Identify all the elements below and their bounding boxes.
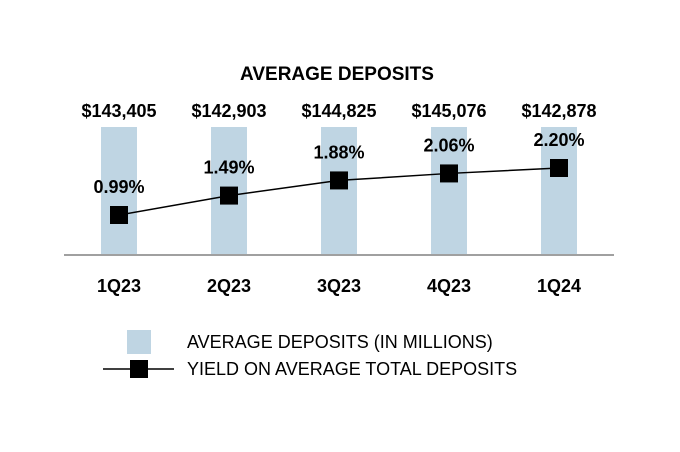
x-tick-label: 3Q23: [317, 276, 361, 296]
x-tick-label: 4Q23: [427, 276, 471, 296]
yield-value-label: 1.88%: [313, 142, 364, 162]
legend-line-label: YIELD ON AVERAGE TOTAL DEPOSITS: [187, 359, 517, 379]
deposit-value-label: $143,405: [81, 101, 156, 121]
deposit-bar-1Q24: [541, 127, 577, 254]
deposit-value-label: $142,903: [191, 101, 266, 121]
yield-value-label: 2.20%: [533, 130, 584, 150]
legend-bar-label: AVERAGE DEPOSITS (IN MILLIONS): [187, 332, 493, 352]
deposit-bar-4Q23: [431, 127, 467, 254]
deposit-value-label: $142,878: [521, 101, 596, 121]
chart-title: AVERAGE DEPOSITS: [240, 64, 434, 85]
deposit-value-label: $144,825: [301, 101, 376, 121]
deposit-bar-1Q23: [101, 127, 137, 254]
yield-value-label: 0.99%: [93, 177, 144, 197]
yield-marker-2Q23: [220, 186, 238, 205]
deposit-bar-3Q23: [321, 127, 357, 254]
labels-layer: $143,405 $142,903 $144,825 $145,076 $142,878…: [81, 101, 596, 197]
x-tick-label: 2Q23: [207, 276, 251, 296]
yield-marker-3Q23: [330, 171, 348, 190]
yield-value-label: 1.49%: [203, 158, 254, 178]
x-tick-labels: 1Q23 2Q23 3Q23 4Q23 1Q24: [97, 276, 581, 296]
legend-line-marker: [130, 360, 148, 378]
x-tick-label: 1Q24: [537, 276, 581, 296]
yield-value-label: 2.06%: [423, 135, 474, 155]
deposit-value-label: $145,076: [411, 101, 486, 121]
yield-marker-1Q23: [110, 206, 128, 224]
legend-bar-swatch: [127, 330, 151, 354]
x-tick-label: 1Q23: [97, 276, 141, 296]
yield-marker-4Q23: [440, 164, 458, 183]
yield-marker-1Q24: [550, 159, 568, 177]
legend: AVERAGE DEPOSITS (IN MILLIONS) YIELD ON …: [103, 330, 517, 379]
yield-line-layer: [110, 159, 568, 224]
